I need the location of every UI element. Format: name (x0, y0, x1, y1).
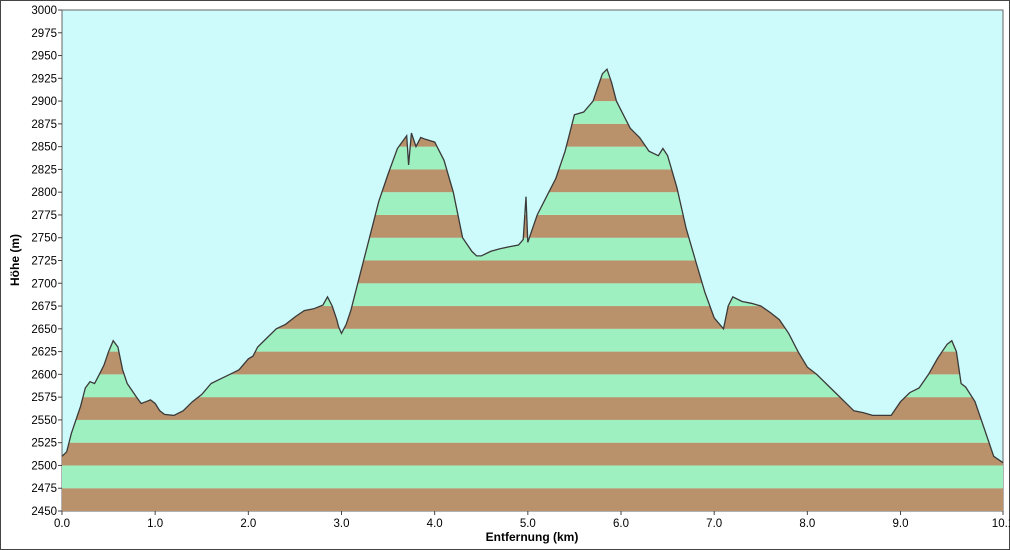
y-tick-label: 2825 (31, 164, 57, 176)
y-tick-label: 2500 (31, 460, 57, 472)
y-tick-label: 2625 (31, 347, 57, 359)
x-tick-label: 1.0 (147, 518, 163, 530)
y-tick-label: 2600 (31, 369, 57, 381)
y-tick-label: 2775 (31, 210, 57, 222)
y-tick-label: 2475 (31, 483, 57, 495)
x-tick-label: 10.1 (992, 518, 1010, 530)
y-tick-label: 3000 (31, 5, 57, 17)
y-tick-label: 2675 (31, 301, 57, 313)
y-tick-label: 2650 (31, 324, 57, 336)
y-tick-label: 2800 (31, 187, 57, 199)
y-tick-label: 2550 (31, 415, 57, 427)
x-tick-label: 6.0 (613, 518, 629, 530)
y-axis: 2450 2475 2500 2525 2550 2575 2600 2625 2650 2675… (31, 5, 62, 518)
x-tick-label: 5.0 (520, 518, 536, 530)
elevation-band (62, 442, 1003, 466)
elevation-band (62, 351, 1003, 375)
x-tick-label: 4.0 (427, 518, 443, 530)
elevation-band (62, 488, 1003, 511)
elevation-band (62, 374, 1003, 398)
elevation-band (62, 465, 1003, 489)
x-axis-title: Entfernung (km) (486, 530, 579, 544)
x-tick-label: 7.0 (706, 518, 722, 530)
elevation-band (62, 328, 1003, 352)
y-tick-label: 2575 (31, 392, 57, 404)
y-tick-label: 2950 (31, 51, 57, 63)
x-tick-label: 2.0 (240, 518, 256, 530)
x-tick-label: 3.0 (334, 518, 350, 530)
y-tick-label: 2925 (31, 73, 57, 85)
y-tick-label: 2900 (31, 96, 57, 108)
y-tick-label: 2700 (31, 278, 57, 290)
x-tick-label: 9.0 (893, 518, 909, 530)
x-axis: 0.0 1.0 2.0 3.0 4.0 5.0 6.0 7.0 8.0 9.0 10.1 (54, 511, 1010, 530)
x-tick-label: 0.0 (54, 518, 70, 530)
y-tick-label: 2725 (31, 256, 57, 268)
elevation-band (62, 397, 1003, 420)
y-tick-label: 2525 (31, 438, 57, 450)
x-tick-label: 8.0 (799, 518, 815, 530)
elevation-band (62, 419, 1003, 443)
y-tick-label: 2450 (31, 506, 57, 518)
elevation-profile-line (61, 68, 1004, 464)
y-tick-label: 2975 (31, 28, 57, 40)
y-axis-title: Höhe (m) (8, 234, 22, 286)
y-tick-label: 2750 (31, 233, 57, 245)
y-tick-label: 2850 (31, 142, 57, 154)
y-tick-label: 2875 (31, 119, 57, 131)
